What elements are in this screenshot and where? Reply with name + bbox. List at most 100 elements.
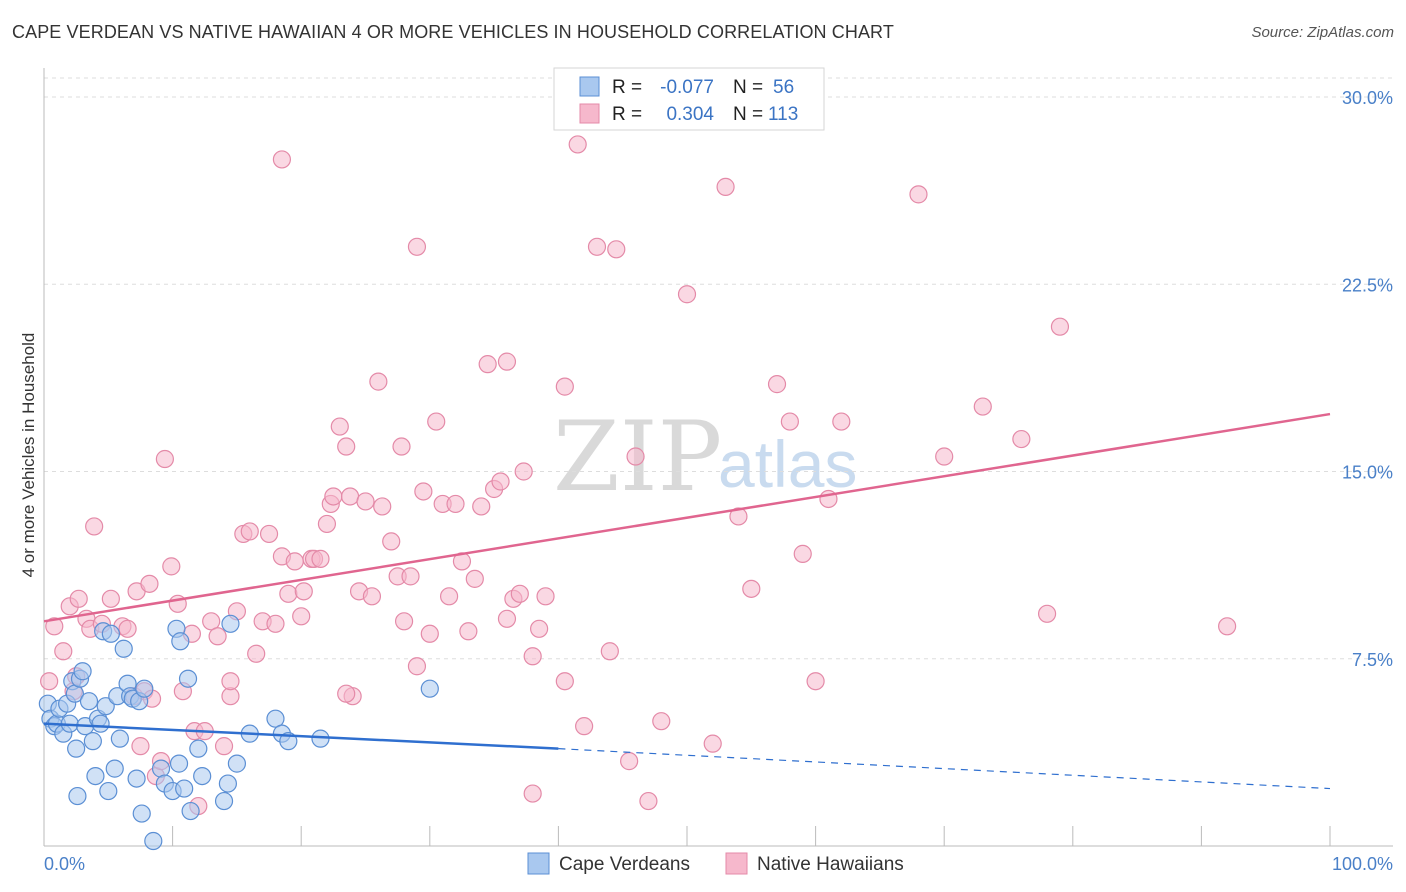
native-hawaiian-point-39: [259, 524, 279, 544]
native-hawaiian-point-0: [40, 672, 59, 691]
cape-verdean-point-16: [83, 732, 102, 751]
chart-title: CAPE VERDEAN VS NATIVE HAWAIIAN 4 OR MOR…: [12, 22, 894, 42]
cape-verdean-point-55: [311, 729, 330, 748]
native-hawaiian-point-100: [780, 412, 799, 431]
native-hawaiian-point-121: [337, 684, 356, 703]
native-hawaiian-point-37: [247, 644, 266, 663]
native-hawaiian-point-93: [639, 791, 658, 811]
native-hawaiian-point-42: [279, 584, 298, 603]
cape-verdean-point-46: [193, 766, 212, 786]
native-hawaiian-point-120: [523, 784, 542, 803]
native-hawaiian-point-43: [285, 552, 304, 571]
native-hawaiian-point-111: [1218, 617, 1237, 636]
native-hawaiian-point-32: [214, 737, 234, 756]
stats-legend: R = -0.077 N = 56 R = 0.304 N = 113: [553, 67, 825, 131]
native-hawaiian-point-53: [337, 437, 356, 456]
native-hawaiian-point-2: [54, 642, 73, 661]
legend-swatch-blue: [579, 76, 600, 97]
series-legend-label-native-hawaiians: Native Hawaiians: [757, 854, 904, 875]
native-hawaiian-point-23: [162, 557, 181, 576]
native-hawaiian-point-11: [101, 589, 120, 608]
native-hawaiian-point-58: [362, 587, 382, 606]
legend-n-label-1: N =: [733, 77, 763, 98]
native-hawaiian-point-44: [292, 607, 311, 626]
native-hawaiian-point-61: [382, 532, 401, 551]
legend-n-value-1: 56: [773, 77, 794, 98]
native-hawaiian-point-31: [208, 627, 227, 646]
y-axis-label: 4 or more Vehicles in Household: [19, 333, 38, 578]
native-hawaiian-point-115: [272, 150, 292, 169]
y-tick-label-1: 15.0%: [1342, 463, 1393, 483]
native-hawaiian-point-101: [793, 544, 812, 563]
cape-verdean-point-21: [96, 697, 115, 716]
native-hawaiian-point-107: [973, 397, 992, 416]
native-hawaiian-point-69: [427, 412, 446, 431]
source-label: Source: ZipAtlas.com: [1251, 24, 1394, 41]
native-hawaiian-point-88: [575, 717, 594, 736]
native-hawaiian-point-96: [703, 734, 722, 753]
native-hawaiian-point-106: [935, 447, 954, 466]
native-hawaiian-point-76: [472, 497, 491, 516]
native-hawaiian-point-22: [155, 449, 174, 469]
cape-verdean-trend-extension: [558, 748, 1331, 790]
native-hawaiian-point-86: [536, 587, 555, 606]
native-hawaiian-trend-line: [43, 412, 1331, 623]
watermark-atlas: atlas: [718, 427, 857, 501]
cape-verdean-point-24: [105, 759, 124, 778]
native-hawaiian-point-66: [407, 657, 427, 676]
legend-r-value-1: -0.077: [660, 77, 714, 98]
native-hawaiian-point-75: [465, 569, 484, 588]
cape-verdean-point-13: [73, 662, 92, 681]
cape-verdean-point-45: [189, 739, 208, 758]
native-hawaiian-point-119: [221, 672, 240, 691]
native-hawaiian-point-79: [491, 472, 510, 491]
native-hawaiian-point-95: [677, 285, 697, 304]
native-hawaiian-point-117: [497, 352, 517, 371]
native-hawaiian-point-112: [407, 237, 427, 256]
cape-verdean-point-11: [68, 786, 87, 806]
native-hawaiian-point-59: [369, 372, 388, 391]
series-legend-swatch-native-hawaiians: [725, 852, 748, 875]
cape-verdean-point-49: [221, 614, 240, 633]
cape-verdean-trend-line: [43, 722, 559, 750]
x-tick-max: 100.0%: [1332, 854, 1393, 874]
native-hawaiian-point-6: [69, 589, 88, 608]
native-hawaiian-point-114: [716, 177, 735, 196]
series-legend: Cape Verdeans Native Hawaiians: [527, 852, 904, 875]
native-hawaiian-point-16: [131, 737, 150, 756]
native-hawaiian-point-60: [373, 497, 392, 516]
native-hawaiian-point-89: [587, 237, 607, 256]
native-hawaiian-point-65: [401, 567, 420, 586]
native-hawaiian-point-109: [1037, 604, 1057, 623]
native-hawaiian-point-51: [324, 487, 343, 506]
y-tick-label-2: 22.5%: [1342, 275, 1393, 295]
native-hawaiian-point-36: [240, 522, 259, 541]
legend-r-value-2: 0.304: [666, 104, 714, 125]
cape-verdean-point-50: [227, 754, 246, 773]
cape-verdean-point-56: [420, 679, 439, 698]
legend-n-value-2: 113: [768, 104, 798, 125]
native-hawaiian-point-113: [607, 240, 626, 259]
native-hawaiian-point-92: [626, 447, 645, 466]
native-hawaiian-point-9: [85, 517, 104, 536]
legend-r-label-1: R =: [612, 77, 642, 98]
native-hawaiian-point-48: [311, 549, 330, 568]
native-hawaiian-point-82: [510, 584, 529, 603]
cape-verdean-point-52: [266, 709, 285, 728]
native-hawaiian-point-87: [555, 672, 574, 691]
native-hawaiian-point-94: [652, 712, 671, 731]
native-hawaiian-point-64: [394, 612, 414, 631]
native-hawaiian-point-18: [140, 574, 159, 593]
series-legend-swatch-cape-verdeans: [527, 852, 550, 875]
native-hawaiian-point-77: [478, 355, 497, 374]
cape-verdean-point-48: [218, 774, 237, 793]
native-hawaiian-point-83: [514, 462, 533, 481]
cape-verdean-point-35: [144, 831, 163, 851]
y-tick-labels: 7.5% 15.0% 22.5% 30.0%: [1342, 88, 1393, 670]
cape-verdean-point-27: [114, 639, 133, 658]
native-hawaiian-point-90: [600, 642, 619, 661]
native-hawaiian-point-91: [620, 752, 639, 771]
cape-verdean-point-15: [79, 692, 99, 711]
native-hawaiian-point-116: [568, 135, 587, 154]
